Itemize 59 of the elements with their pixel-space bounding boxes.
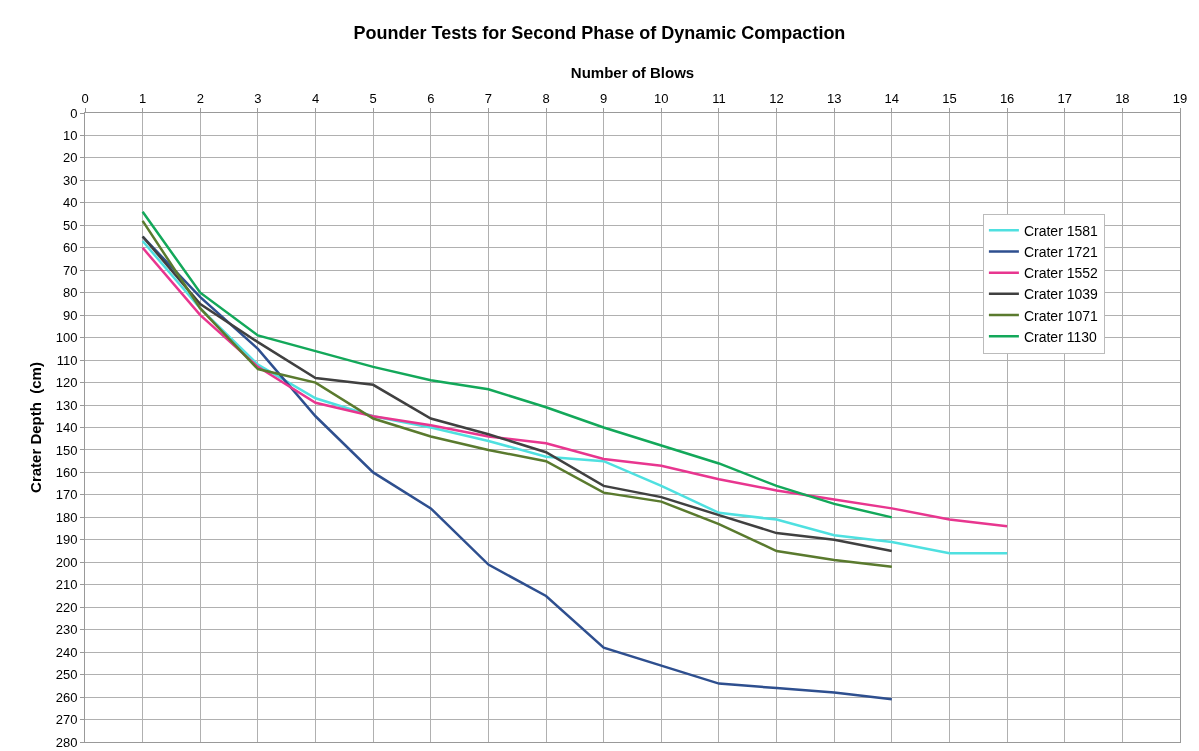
legend-label: Crater 1071 <box>1023 307 1099 324</box>
line-series <box>141 210 894 519</box>
y-tick-label: 130 <box>55 397 78 413</box>
y-tick-label: 140 <box>55 420 78 436</box>
x-tick-label: 1 <box>139 90 147 106</box>
y-tick-label: 250 <box>55 667 78 683</box>
y-tick-label: 100 <box>55 330 78 346</box>
chart-title: Pounder Tests for Second Phase of Dynamic Compaction <box>353 22 846 43</box>
y-tick-label: 150 <box>55 442 78 458</box>
x-tick-label: 0 <box>81 90 89 106</box>
y-tick-label: 240 <box>55 644 78 660</box>
x-tick-label: 10 <box>654 90 669 106</box>
y-tick-label: 60 <box>62 240 78 256</box>
x-tick-label: 7 <box>484 90 493 106</box>
x-tick-label: 14 <box>884 90 900 106</box>
y-tick-label: 70 <box>62 262 78 278</box>
x-axis-title: Number of Blows <box>570 64 695 82</box>
legend-label: Crater 1552 <box>1023 265 1099 282</box>
x-tick-label: 8 <box>542 90 550 106</box>
y-tick-label: 220 <box>55 599 78 615</box>
x-tick-label: 9 <box>600 90 608 106</box>
y-tick-label: 180 <box>55 509 78 525</box>
y-tick-label: 160 <box>55 464 78 480</box>
y-tick-label: 280 <box>55 734 78 750</box>
x-tick-label: 16 <box>999 90 1015 106</box>
x-tick-label: 18 <box>1115 90 1130 106</box>
y-tick-label: 200 <box>55 554 78 570</box>
legend-label: Crater 1581 <box>1023 222 1099 239</box>
x-tick-label: 13 <box>826 90 842 106</box>
x-tick-label: 15 <box>942 90 957 106</box>
y-tick-label: 30 <box>62 172 78 188</box>
y-tick-label: 90 <box>62 307 78 323</box>
y-tick-label: 10 <box>62 128 78 144</box>
x-tick-label: 12 <box>769 90 784 106</box>
legend-label: Crater 1130 <box>1023 328 1098 345</box>
y-tick-label: 40 <box>62 195 78 211</box>
x-tick-label: 6 <box>427 90 435 106</box>
y-tick-label: 210 <box>55 577 78 593</box>
x-tick-label: 3 <box>254 90 262 106</box>
y-tick-label: 270 <box>55 712 78 728</box>
x-tick-label: 17 <box>1057 90 1072 106</box>
y-tick-label: 230 <box>55 622 78 638</box>
x-tick-label: 2 <box>196 90 204 106</box>
y-tick-label: 260 <box>55 689 78 705</box>
x-tick-label: 4 <box>311 90 320 106</box>
y-tick-label: 120 <box>55 375 78 391</box>
y-tick-label: 20 <box>62 150 78 166</box>
legend-label: Crater 1721 <box>1023 243 1099 260</box>
x-tick-label: 19 <box>1172 90 1188 106</box>
legend-label: Crater 1039 <box>1023 286 1099 303</box>
y-tick-label: 0 <box>70 105 78 121</box>
y-axis-title: Crater Depth (cm) <box>26 362 44 493</box>
y-tick-label: 190 <box>55 532 78 548</box>
y-tick-label: 50 <box>62 217 78 233</box>
x-tick-label: 11 <box>712 90 726 106</box>
y-tick-label: 170 <box>55 487 78 503</box>
y-tick-label: 80 <box>62 285 78 301</box>
y-tick-label: 110 <box>56 352 78 368</box>
x-tick-label: 5 <box>369 90 377 106</box>
